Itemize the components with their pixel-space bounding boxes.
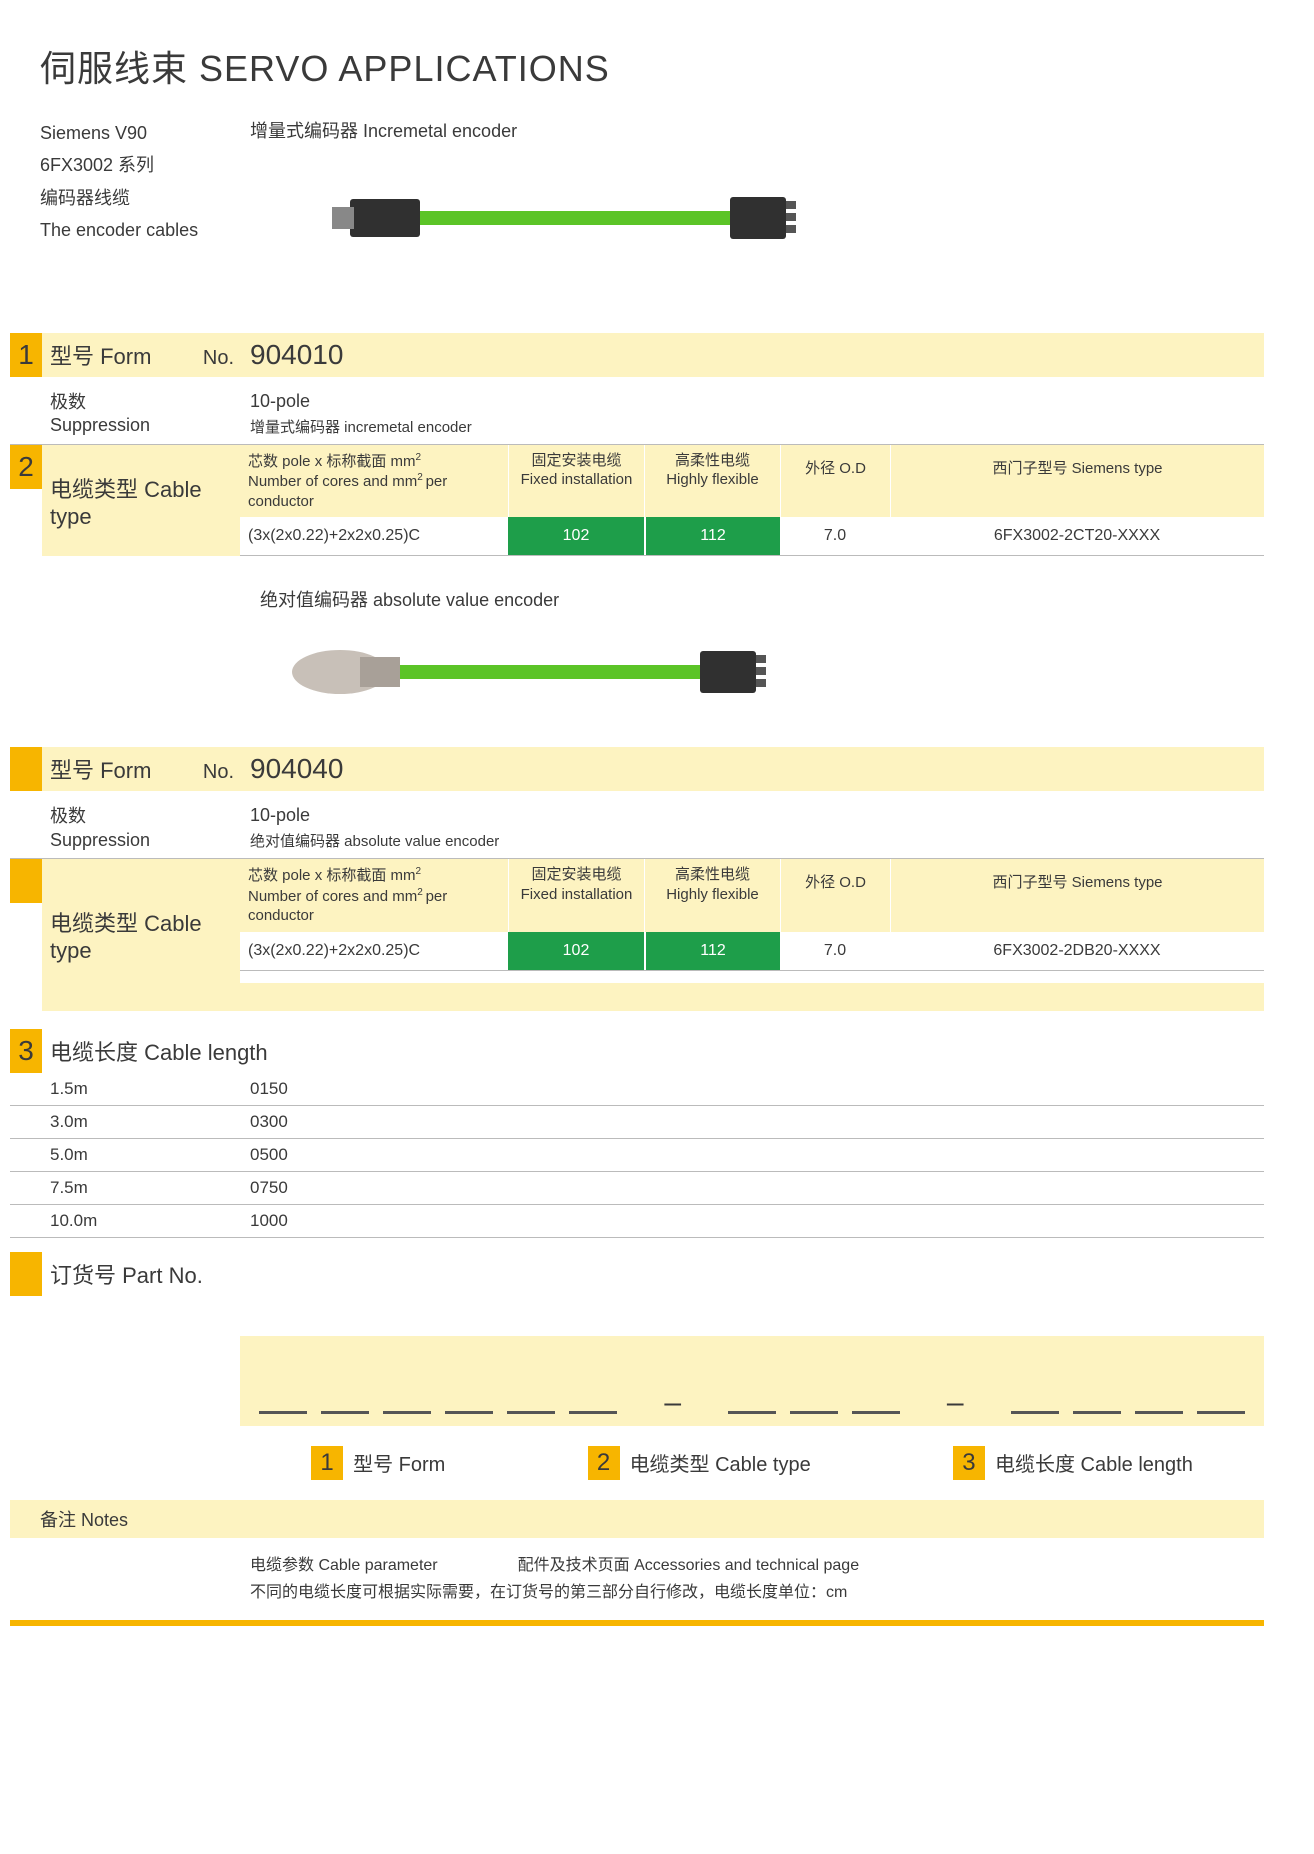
th-flex-a: 高柔性电缆 <box>675 452 750 469</box>
intro-l2: 6FX3002 系列 <box>40 149 250 181</box>
section3-row: 3 电缆长度 Cable length <box>10 1029 1264 1073</box>
partno-row: 订货号 Part No. <box>10 1252 1264 1296</box>
notes-b: 配件及技术页面 Accessories and technical page <box>518 1552 859 1579</box>
partno-label: 订货号 Part No. <box>50 1258 203 1290</box>
notes-body: 电缆参数 Cable parameter 配件及技术页面 Accessories … <box>250 1552 1264 1606</box>
section-number-3: 3 <box>10 1029 42 1073</box>
th-cores-b: Number of cores and mm <box>248 473 417 490</box>
suppression-val2: 增量式编码器 incremetal encoder <box>250 416 1264 437</box>
intro-l4: The encoder cables <box>40 214 250 246</box>
td2-fixed: 102 <box>508 932 644 970</box>
no-label-2: No. <box>203 761 234 784</box>
notes-a: 电缆参数 Cable parameter <box>250 1552 438 1579</box>
th-fixed-b: Fixed installation <box>521 471 633 488</box>
sup-cn-2: 极数 <box>50 805 240 828</box>
td-flex: 112 <box>644 517 780 555</box>
length-m: 1.5m <box>42 1073 240 1105</box>
legend-num-1: 1 <box>311 1446 343 1480</box>
notes-header: 备注 Notes <box>10 1500 1264 1538</box>
intro-block: Siemens V90 6FX3002 系列 编码器线缆 The encoder… <box>40 117 1264 303</box>
th2-cores-a: 芯数 pole x 标称截面 mm <box>248 867 416 884</box>
suppression-cn: 极数 <box>50 391 240 414</box>
intro-l3: 编码器线缆 <box>40 182 250 214</box>
th2-flex-b: Highly flexible <box>666 886 759 903</box>
th2-fixed-a: 固定安装电缆 <box>531 866 621 883</box>
cable-image-1 <box>290 183 1264 253</box>
td2-siemens: 6FX3002-2DB20-XXXX <box>890 932 1264 970</box>
length-m: 10.0m <box>42 1205 240 1237</box>
legend-length: 电缆长度 Cable length <box>995 1448 1193 1477</box>
length-code: 0750 <box>240 1172 1264 1204</box>
legend-num-3: 3 <box>953 1446 985 1480</box>
td-od: 7.0 <box>780 517 890 555</box>
length-m: 5.0m <box>42 1139 240 1171</box>
sup-en-2: Suppression <box>50 829 240 852</box>
encoder1-title: 增量式编码器 Incremetal encoder <box>250 117 1264 143</box>
bottom-bar <box>10 1620 1264 1626</box>
legend-form: 型号 Form <box>353 1448 445 1477</box>
th2-flex-a: 高柔性电缆 <box>675 866 750 883</box>
th2-od: 外径 O.D <box>780 859 890 932</box>
section-number-1: 1 <box>10 333 42 377</box>
cable-type-label: 电缆类型 Cable type <box>42 445 240 557</box>
td-cores: (3x(2x0.22)+2x2x0.25)C <box>240 517 508 555</box>
page-title: 伺服线束 SERVO APPLICATIONS <box>40 40 1264 92</box>
length-code: 0150 <box>240 1073 1264 1105</box>
cable-table-row-2: (3x(2x0.22)+2x2x0.25)C 102 112 7.0 6FX30… <box>240 932 1264 971</box>
td2-cores: (3x(2x0.22)+2x2x0.25)C <box>240 932 508 970</box>
section-number-2: 2 <box>10 445 42 489</box>
partno-dashes: – – <box>10 1336 1264 1426</box>
length-m: 3.0m <box>42 1106 240 1138</box>
sup-val-2: 10-pole <box>250 805 1264 826</box>
length-code: 1000 <box>240 1205 1264 1237</box>
no-label: No. <box>203 347 234 370</box>
form-value-1: 904010 <box>240 339 343 371</box>
form-label-2: 型号 Form <box>50 753 151 785</box>
length-m: 7.5m <box>42 1172 240 1204</box>
encoder2-title: 绝对值编码器 absolute value encoder <box>260 586 1264 612</box>
cable-table-header-2: 芯数 pole x 标称截面 mm2Number of cores and mm… <box>240 859 1264 932</box>
length-code: 0300 <box>240 1106 1264 1138</box>
cable-table-header: 芯数 pole x 标称截面 mm2Number of cores and mm… <box>240 445 1264 518</box>
th-fixed-a: 固定安装电缆 <box>531 452 621 469</box>
th-od: 外径 O.D <box>780 445 890 518</box>
length-table: 1.5m01503.0m03005.0m05007.5m075010.0m100… <box>10 1073 1264 1238</box>
th2-fixed-b: Fixed installation <box>521 886 633 903</box>
th-flex-b: Highly flexible <box>666 471 759 488</box>
legend-num-2: 2 <box>588 1446 620 1480</box>
intro-l1: Siemens V90 <box>40 117 250 149</box>
th2-cores-b: Number of cores and mm <box>248 888 417 905</box>
cable-type-label-2: 电缆类型 Cable type <box>42 859 240 1011</box>
legend-row: 1 型号 Form 2 电缆类型 Cable type 3 电缆长度 Cable le… <box>240 1446 1264 1480</box>
cable-table-row: (3x(2x0.22)+2x2x0.25)C 102 112 7.0 6FX30… <box>240 517 1264 556</box>
cable-image-2 <box>260 627 1264 717</box>
section2-form-row: 型号 Form No. 904040 <box>10 747 1264 791</box>
form-label: 型号 Form <box>50 339 151 371</box>
th-cores-a: 芯数 pole x 标称截面 mm <box>248 453 416 470</box>
td-fixed: 102 <box>508 517 644 555</box>
td2-flex: 112 <box>644 932 780 970</box>
legend-cabletype: 电缆类型 Cable type <box>630 1448 811 1477</box>
notes-c: 不同的电缆长度可根据实际需要，在订货号的第三部分自行修改，电缆长度单位：cm <box>250 1579 1264 1606</box>
form-value-2: 904040 <box>240 753 343 785</box>
suppression-val: 10-pole <box>250 391 1264 412</box>
td2-od: 7.0 <box>780 932 890 970</box>
sup-val2-2: 绝对值编码器 absolute value encoder <box>250 830 1264 851</box>
th-siemens: 西门子型号 Siemens type <box>890 445 1264 518</box>
length-code: 0500 <box>240 1139 1264 1171</box>
td-siemens: 6FX3002-2CT20-XXXX <box>890 517 1264 555</box>
section1-form-row: 1 型号 Form No. 904010 <box>10 333 1264 377</box>
cable-length-label: 电缆长度 Cable length <box>50 1035 268 1067</box>
th2-siemens: 西门子型号 Siemens type <box>890 859 1264 932</box>
suppression-en: Suppression <box>50 414 240 437</box>
